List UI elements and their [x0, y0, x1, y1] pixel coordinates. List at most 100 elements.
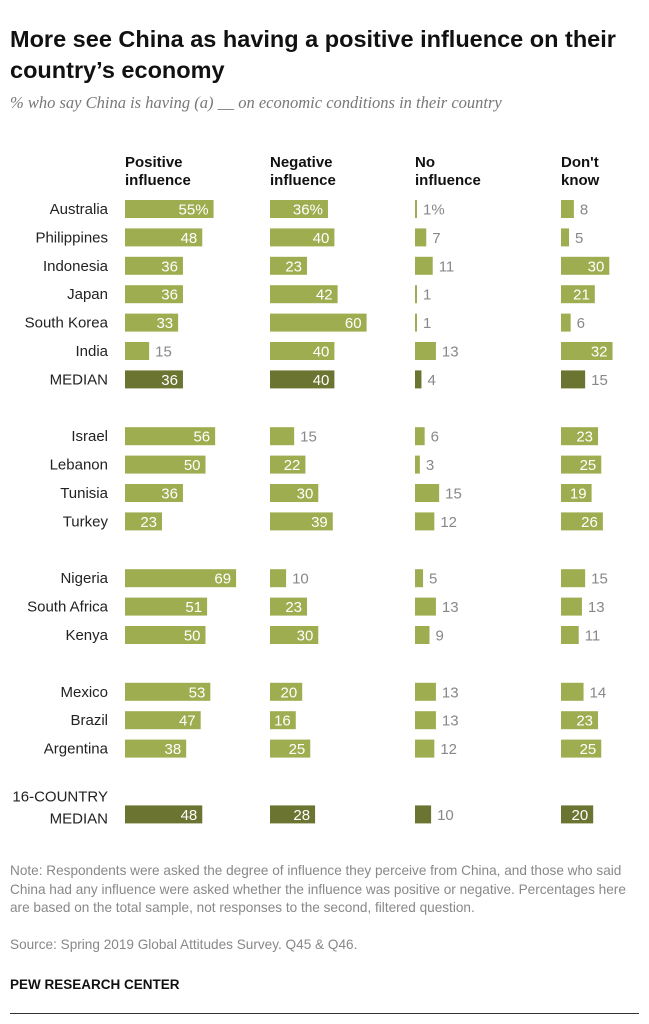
bar [561, 313, 571, 332]
bar [561, 597, 582, 616]
bar [415, 370, 422, 389]
bar [415, 739, 435, 758]
data-label: 3 [426, 457, 434, 474]
data-label: 15 [445, 486, 462, 503]
bar [270, 484, 319, 502]
data-label: 12 [440, 514, 457, 531]
bar [270, 313, 367, 332]
column-header: Negative [270, 154, 333, 171]
bar [270, 682, 303, 701]
data-label: 42 [316, 287, 333, 304]
data-label: 4 [427, 372, 435, 389]
row-label: Philippines [35, 229, 108, 246]
data-label: 15 [591, 571, 608, 588]
bar [270, 370, 335, 389]
data-label: 20 [572, 807, 589, 824]
data-label: 23 [140, 514, 157, 531]
data-label: 22 [284, 457, 301, 474]
column-header: No [415, 154, 435, 171]
row-label: Kenya [65, 627, 108, 644]
bar [270, 569, 287, 588]
data-label: 53 [189, 684, 206, 701]
chart-source: Source: Spring 2019 Global Attitudes Sur… [10, 937, 358, 952]
bar [561, 484, 592, 502]
bar [125, 805, 203, 824]
data-label: 9 [435, 628, 443, 645]
data-label: 36% [293, 202, 323, 219]
column-header: influence [125, 172, 191, 189]
data-label: 60 [345, 315, 362, 332]
bar [561, 342, 613, 360]
bar [415, 682, 436, 701]
column-header: Positive [125, 154, 183, 171]
bar [125, 370, 183, 389]
bar [561, 256, 610, 275]
bar [125, 256, 183, 275]
data-label: 16 [274, 713, 291, 730]
bar [270, 427, 295, 446]
bar [415, 626, 430, 644]
bar [270, 228, 335, 247]
row-label: Argentina [44, 741, 109, 758]
bar [270, 256, 308, 275]
data-label: 5 [429, 571, 437, 588]
bar [125, 682, 211, 701]
bar [561, 427, 599, 446]
data-label: 25 [289, 741, 306, 758]
bar [125, 200, 214, 218]
data-label: 32 [591, 344, 608, 361]
bar [270, 597, 308, 616]
data-label: 21 [573, 287, 590, 304]
bar [561, 805, 594, 824]
bar [270, 342, 335, 360]
data-label: 26 [581, 514, 598, 531]
bar [561, 512, 603, 531]
bar [125, 512, 163, 531]
bar [561, 682, 584, 701]
bar [270, 512, 333, 531]
data-label: 13 [442, 713, 459, 730]
data-label: 15 [300, 429, 317, 446]
bar [561, 711, 599, 730]
data-label: 50 [184, 457, 201, 474]
data-label: 50 [184, 628, 201, 645]
data-label: 48 [181, 807, 198, 824]
row-label: MEDIAN [50, 810, 108, 827]
brand-name: PEW RESEARCH CENTER [10, 977, 180, 992]
row-label: South Korea [25, 315, 109, 332]
data-label: 48 [181, 230, 198, 247]
row-label: 16-COUNTRY [12, 788, 108, 805]
data-label: 1 [423, 315, 431, 332]
row-label: South Africa [27, 599, 109, 616]
row-label: India [75, 343, 108, 360]
data-label: 10 [292, 571, 309, 588]
bar [125, 711, 201, 730]
bar [125, 313, 179, 332]
data-label: 15 [591, 372, 608, 389]
data-label: 20 [281, 684, 298, 701]
row-label: Mexico [60, 684, 108, 701]
data-label: 40 [313, 230, 330, 247]
bar [125, 739, 187, 758]
data-label: 38 [164, 741, 181, 758]
data-label: 19 [570, 486, 587, 503]
bar [415, 455, 420, 474]
bar [415, 285, 417, 304]
bar [270, 626, 319, 644]
bar [415, 427, 425, 446]
data-label: 5 [575, 230, 583, 247]
bar [125, 626, 206, 644]
data-label: 36 [161, 287, 178, 304]
bar [270, 200, 328, 218]
row-label: Tunisia [60, 485, 108, 502]
data-label: 30 [297, 628, 314, 645]
bar [415, 342, 436, 360]
data-label: 13 [442, 684, 459, 701]
data-label: 6 [577, 315, 585, 332]
data-label: 33 [156, 315, 173, 332]
data-label: 12 [440, 741, 457, 758]
bar [125, 597, 208, 616]
row-label: Brazil [70, 712, 108, 729]
data-label: 23 [285, 258, 302, 275]
bar [415, 200, 417, 218]
